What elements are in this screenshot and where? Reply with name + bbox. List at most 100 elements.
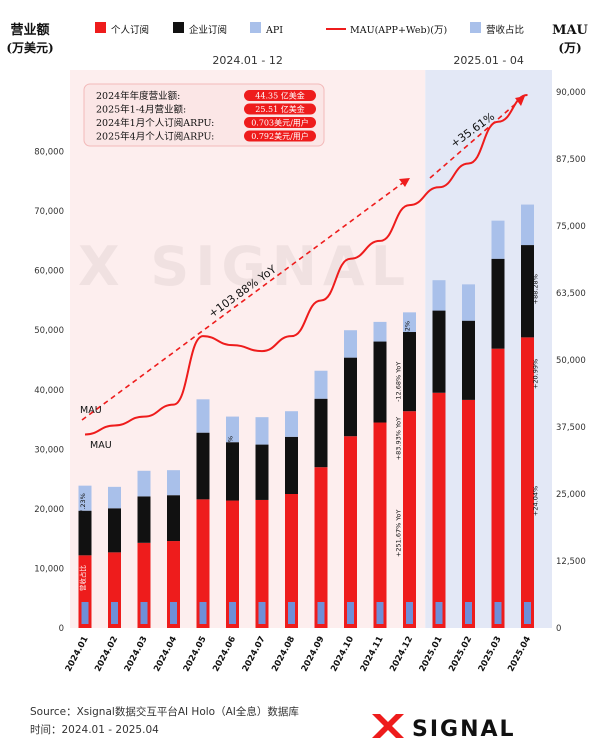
bar-annotation: 12.66% xyxy=(227,436,235,461)
bar-api xyxy=(78,485,92,511)
bar-api xyxy=(314,370,328,399)
bar-annotation: +20.99% xyxy=(532,359,540,389)
y2-tick-label: 12,500 xyxy=(556,557,586,567)
bar-personal xyxy=(491,348,505,628)
legend-label-3: MAU(APP+Web)(万) xyxy=(350,25,447,36)
annotation-label: 2024年年度营业额: xyxy=(96,90,180,102)
bar-enterprise xyxy=(521,245,534,338)
bar-enterprise xyxy=(255,444,269,500)
trend-arrow-2025 xyxy=(429,99,521,179)
annotation-label: 2024年1月个人订阅ARPU: xyxy=(96,117,214,129)
bar-enterprise xyxy=(462,320,475,400)
bar-enterprise xyxy=(226,442,239,501)
bar-share-tag xyxy=(347,602,354,624)
annotation-value: 0.703美元/用户 xyxy=(251,118,309,128)
annotation-pill xyxy=(244,103,316,115)
x-tick-label: 2024.05 xyxy=(182,635,209,674)
left-axis-unit: (万美元) xyxy=(6,40,53,55)
x-tick-label: 2024.10 xyxy=(329,635,356,674)
bar-share-tag xyxy=(435,602,443,624)
bar-personal xyxy=(462,399,475,628)
x-tick-label: 2024.02 xyxy=(93,635,120,674)
x-tick-label: 2024.09 xyxy=(300,635,327,674)
x-tick-label: 2024.12 xyxy=(388,635,415,674)
bar-api xyxy=(255,417,269,445)
bar-share-tag xyxy=(317,602,325,624)
bar-annotation: +251.67% YoY xyxy=(395,510,403,558)
bar-annotation: 7.52% xyxy=(404,321,412,342)
bar-api xyxy=(373,321,387,342)
y-tick-label: 20,000 xyxy=(34,505,64,515)
x-tick-label: 2024.01 xyxy=(64,635,91,674)
bar-enterprise xyxy=(78,510,92,556)
mau-line xyxy=(84,93,528,436)
bar-share-tag xyxy=(111,602,118,624)
bar-personal xyxy=(255,499,269,628)
bar-personal xyxy=(196,499,210,628)
annotation-pill xyxy=(244,117,316,128)
bar-enterprise xyxy=(491,258,505,349)
bar-api xyxy=(108,486,121,509)
bar-annotation: +83.93% YoY xyxy=(395,417,403,460)
y2-tick-label: 37,500 xyxy=(556,423,586,433)
y-tick-label: 30,000 xyxy=(34,445,64,455)
period-label-2024: 2024.01 - 12 xyxy=(212,54,282,67)
y2-tick-label: 90,000 xyxy=(556,88,586,98)
bar-annotation: 营收占比 xyxy=(78,565,87,592)
bar-share-tag xyxy=(81,602,89,624)
annotation-value: 44.35 亿美金 xyxy=(255,91,304,101)
annotation-value: 25.51 亿美金 xyxy=(255,104,304,114)
bar-share-tag xyxy=(140,602,148,624)
bar-enterprise xyxy=(167,495,180,542)
x-tick-label: 2024.08 xyxy=(270,635,297,674)
bar-personal xyxy=(373,422,387,628)
x-tick-label: 2025.02 xyxy=(447,635,474,674)
bar-api xyxy=(196,399,210,433)
mau-line-label: MAU xyxy=(90,440,112,451)
brand-text: SIGNAL xyxy=(412,717,516,742)
y-tick-label: 60,000 xyxy=(34,267,64,277)
bar-api xyxy=(403,312,416,333)
bar-api xyxy=(167,470,180,496)
period-label-2025: 2025.01 - 04 xyxy=(453,54,523,67)
trend-arrow-2024-head xyxy=(399,178,410,187)
bar-api xyxy=(521,204,534,246)
y2-tick-label: 75,000 xyxy=(556,222,586,232)
left-axis-title: 营业额 xyxy=(10,22,49,38)
bar-personal xyxy=(521,337,534,628)
bar-personal xyxy=(226,500,239,628)
bar-api xyxy=(226,416,239,443)
x-tick-label: 2024.06 xyxy=(211,635,238,674)
annotation-pill xyxy=(244,130,316,142)
x-tick-label: 2024.03 xyxy=(123,635,150,674)
trend-arrow-2025-head xyxy=(515,96,525,106)
bar-annotation: +88.28% xyxy=(532,274,540,304)
bar-share-tag xyxy=(494,602,502,624)
legend-label-1: 企业订阅 xyxy=(189,24,227,36)
y-tick-label: 0 xyxy=(59,624,64,634)
bar-share-tag xyxy=(199,602,207,624)
bar-enterprise xyxy=(373,341,387,423)
x-tick-label: 2024.04 xyxy=(152,635,179,674)
bar-enterprise xyxy=(137,496,151,543)
legend-swatch-0 xyxy=(95,22,106,33)
legend-label-2: API xyxy=(265,25,283,36)
y2-tick-label: 50,000 xyxy=(556,356,586,366)
bar-enterprise xyxy=(108,508,121,553)
annotation-label: 2025年1-4月营业额: xyxy=(96,104,186,116)
legend-swatch-2 xyxy=(250,22,261,33)
annotation-label: 2025年4月个人订阅ARPU: xyxy=(96,131,214,143)
x-tick-label: 2025.04 xyxy=(506,635,533,674)
bar-share-tag xyxy=(229,602,236,624)
bar-personal xyxy=(344,436,357,628)
y2-tick-label: 25,000 xyxy=(556,490,586,500)
bar-api xyxy=(137,470,151,497)
bar-enterprise xyxy=(314,398,328,468)
right-axis-unit: (万) xyxy=(558,41,581,55)
bar-share-tag xyxy=(288,602,295,624)
bar-api xyxy=(285,411,298,437)
bar-share-tag xyxy=(376,602,384,624)
x-tick-label: 2025.03 xyxy=(477,635,504,674)
